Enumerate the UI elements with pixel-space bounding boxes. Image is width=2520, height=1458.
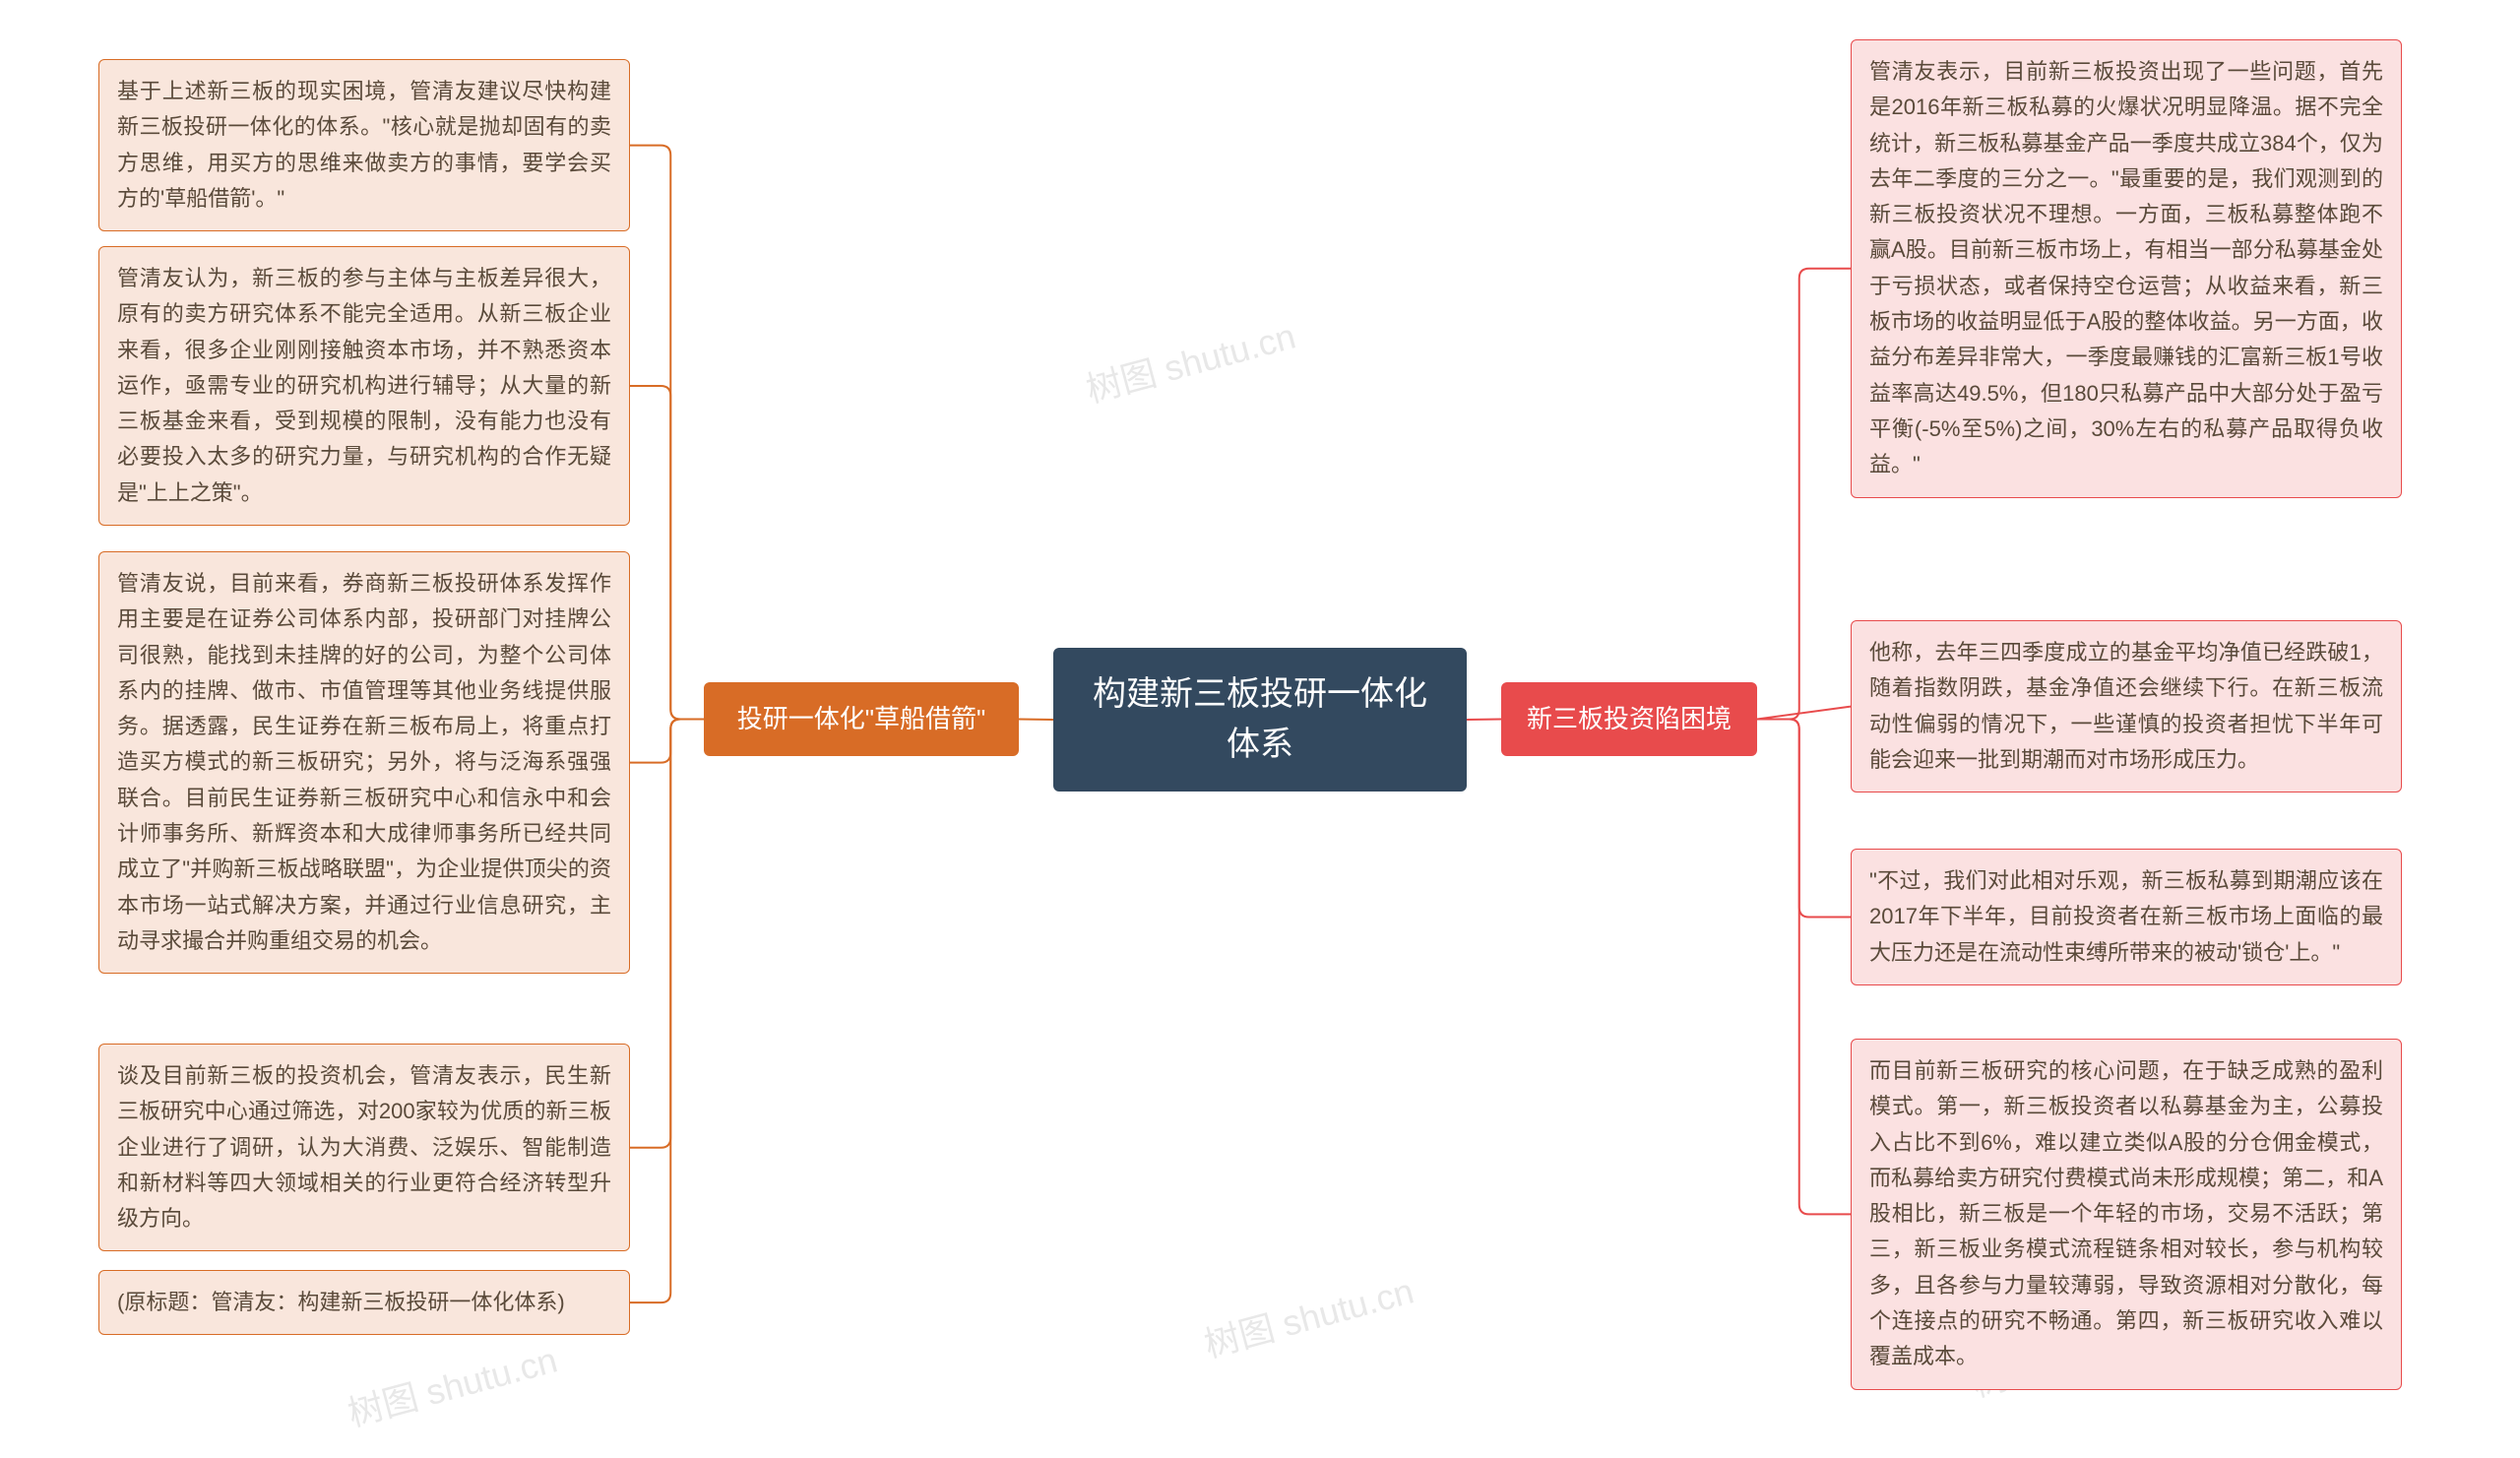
left_branch-leaf: 谈及目前新三板的投资机会，管清友表示，民生新三板研究中心通过筛选，对200家较为… [98,1044,630,1251]
right_branch-leaf: 而目前新三板研究的核心问题，在于缺乏成熟的盈利模式。第一，新三板投资者以私募基金… [1851,1039,2402,1390]
watermark: 树图 shutu.cn [342,1332,562,1437]
right_branch-branch: 新三板投资陷困境 [1501,682,1757,756]
connector [1757,719,1851,1214]
connector [1757,719,1851,917]
left_branch-leaf: 管清友认为，新三板的参与主体与主板差异很大，原有的卖方研究体系不能完全适用。从新… [98,246,630,526]
connector [630,719,704,1147]
left_branch-branch: 投研一体化"草船借箭" [704,682,1019,756]
right_branch-leaf: "不过，我们对此相对乐观，新三板私募到期潮应该在2017年下半年，目前投资者在新… [1851,849,2402,985]
watermark: 树图 shutu.cn [1080,308,1300,413]
left_branch-leaf: (原标题：管清友：构建新三板投研一体化体系) [98,1270,630,1335]
right_branch-leaf: 他称，去年三四季度成立的基金平均净值已经跌破1，随着指数阴跌，基金净值还会继续下… [1851,620,2402,792]
connector [630,146,704,720]
left_branch-leaf: 基于上述新三板的现实困境，管清友建议尽快构建新三板投研一体化的体系。"核心就是抛… [98,59,630,231]
connector [1467,719,1501,720]
right_branch-leaf: 管清友表示，目前新三板投资出现了一些问题，首先是2016年新三板私募的火爆状况明… [1851,39,2402,498]
connector [1757,269,1851,720]
connector [630,719,704,762]
connector [1757,707,1851,720]
left_branch-leaf: 管清友说，目前来看，券商新三板投研体系发挥作用主要是在证券公司体系内部，投研部门… [98,551,630,974]
connector [630,719,704,1302]
center-node: 构建新三板投研一体化体系 [1053,648,1467,792]
watermark: 树图 shutu.cn [1198,1263,1418,1368]
connector [630,386,704,719]
connector [1019,719,1053,720]
